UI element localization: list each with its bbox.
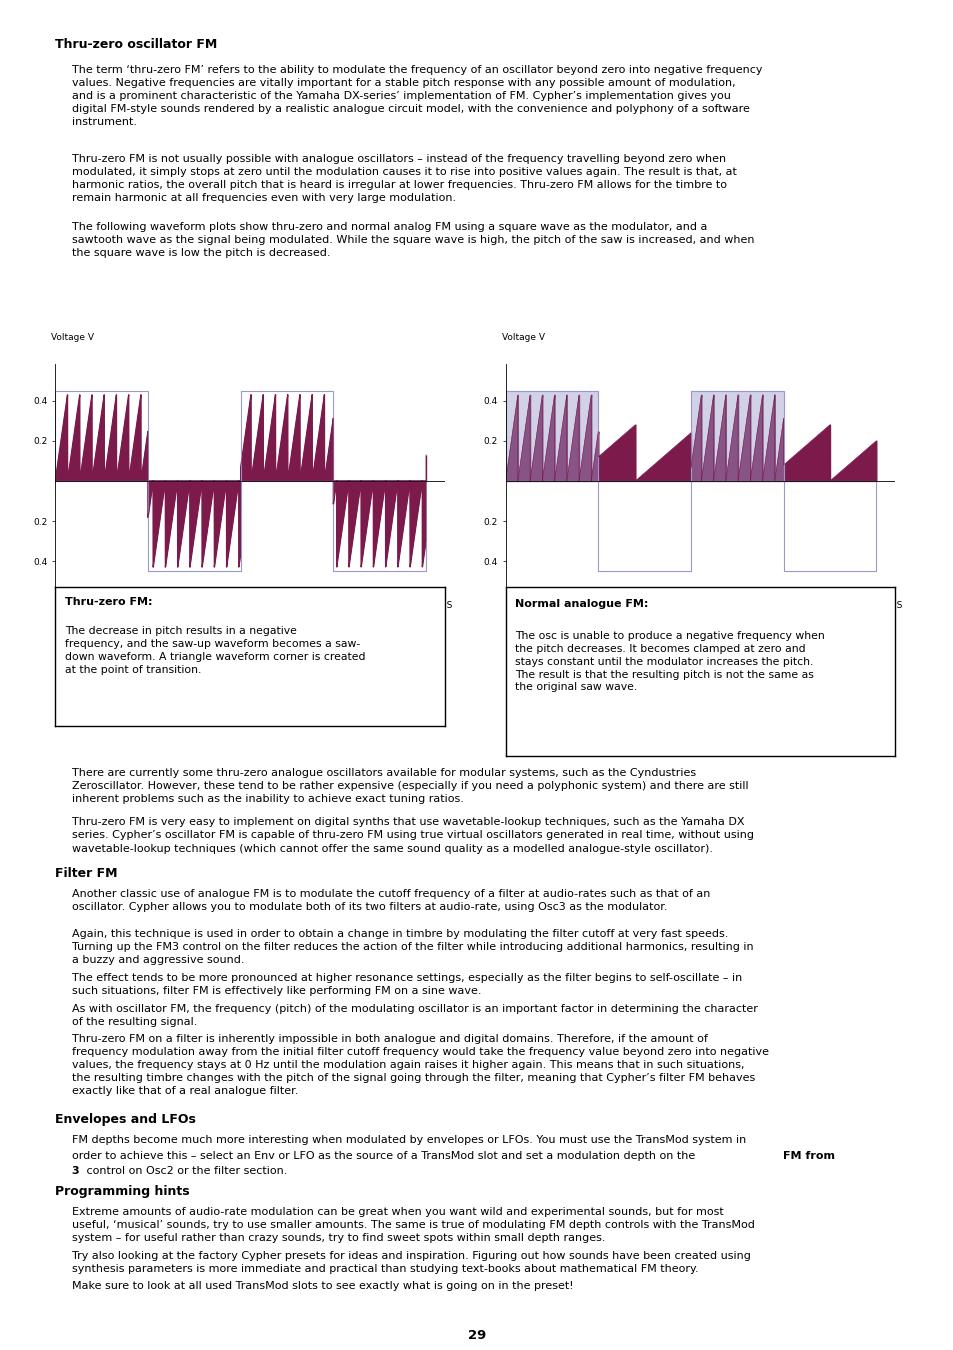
Bar — [505, 390, 598, 481]
Text: The term ‘thru-zero FM’ refers to the ability to modulate the frequency of an os: The term ‘thru-zero FM’ refers to the ab… — [71, 65, 761, 127]
Bar — [148, 481, 240, 571]
Bar — [55, 390, 148, 481]
Text: order to achieve this – select an Env or LFO as the source of a TransMod slot an: order to achieve this – select an Env or… — [71, 1150, 698, 1161]
Text: The osc is unable to produce a negative frequency when
the pitch decreases. It b: The osc is unable to produce a negative … — [515, 632, 824, 693]
Text: Time  mS: Time mS — [860, 601, 902, 610]
Text: Thru-zero oscillator FM: Thru-zero oscillator FM — [55, 38, 217, 51]
Text: Programming hints: Programming hints — [55, 1185, 190, 1197]
Text: control on Osc2 or the filter section.: control on Osc2 or the filter section. — [83, 1165, 287, 1176]
Text: As with oscillator FM, the frequency (pitch) of the modulating oscillator is an : As with oscillator FM, the frequency (pi… — [71, 1004, 757, 1027]
Text: There are currently some thru-zero analogue oscillators available for modular sy: There are currently some thru-zero analo… — [71, 768, 747, 805]
Text: Voltage V: Voltage V — [51, 333, 94, 343]
Bar — [240, 390, 333, 481]
Text: Envelopes and LFOs: Envelopes and LFOs — [55, 1112, 196, 1126]
Text: Thru-zero FM is very easy to implement on digital synths that use wavetable-look: Thru-zero FM is very easy to implement o… — [71, 817, 753, 853]
Bar — [505, 390, 598, 481]
Bar — [333, 481, 426, 571]
Text: Thru-zero FM is not usually possible with analogue oscillators – instead of the : Thru-zero FM is not usually possible wit… — [71, 154, 736, 202]
Text: Time  mS: Time mS — [410, 601, 452, 610]
Text: 29: 29 — [467, 1328, 486, 1342]
Text: FM depths become much more interesting when modulated by envelopes or LFOs. You : FM depths become much more interesting w… — [71, 1135, 745, 1145]
Text: Extreme amounts of audio-rate modulation can be great when you want wild and exp: Extreme amounts of audio-rate modulation… — [71, 1207, 754, 1243]
Text: FM from: FM from — [782, 1150, 835, 1161]
Bar — [782, 481, 876, 571]
Text: Voltage V: Voltage V — [501, 333, 544, 343]
Bar — [690, 390, 782, 481]
Bar — [690, 390, 782, 481]
Text: 3: 3 — [71, 1165, 79, 1176]
Text: Filter FM: Filter FM — [55, 867, 118, 880]
Text: Again, this technique is used in order to obtain a change in timbre by modulatin: Again, this technique is used in order t… — [71, 929, 752, 965]
Text: Normal analogue FM:: Normal analogue FM: — [515, 599, 648, 609]
Text: Thru-zero FM on a filter is inherently impossible in both analogue and digital d: Thru-zero FM on a filter is inherently i… — [71, 1034, 768, 1096]
Text: Try also looking at the factory Cypher presets for ideas and inspiration. Figuri: Try also looking at the factory Cypher p… — [71, 1250, 750, 1274]
Text: Make sure to look at all used TransMod slots to see exactly what is going on in : Make sure to look at all used TransMod s… — [71, 1281, 573, 1291]
Text: The following waveform plots show thru-zero and normal analog FM using a square : The following waveform plots show thru-z… — [71, 223, 753, 258]
Text: The decrease in pitch results in a negative
frequency, and the saw-up waveform b: The decrease in pitch results in a negat… — [65, 626, 365, 675]
Text: The effect tends to be more pronounced at higher resonance settings, especially : The effect tends to be more pronounced a… — [71, 973, 741, 996]
Text: Another classic use of analogue FM is to modulate the cutoff frequency of a filt: Another classic use of analogue FM is to… — [71, 888, 709, 913]
Text: Thru-zero FM:: Thru-zero FM: — [65, 597, 152, 608]
Bar — [598, 481, 690, 571]
